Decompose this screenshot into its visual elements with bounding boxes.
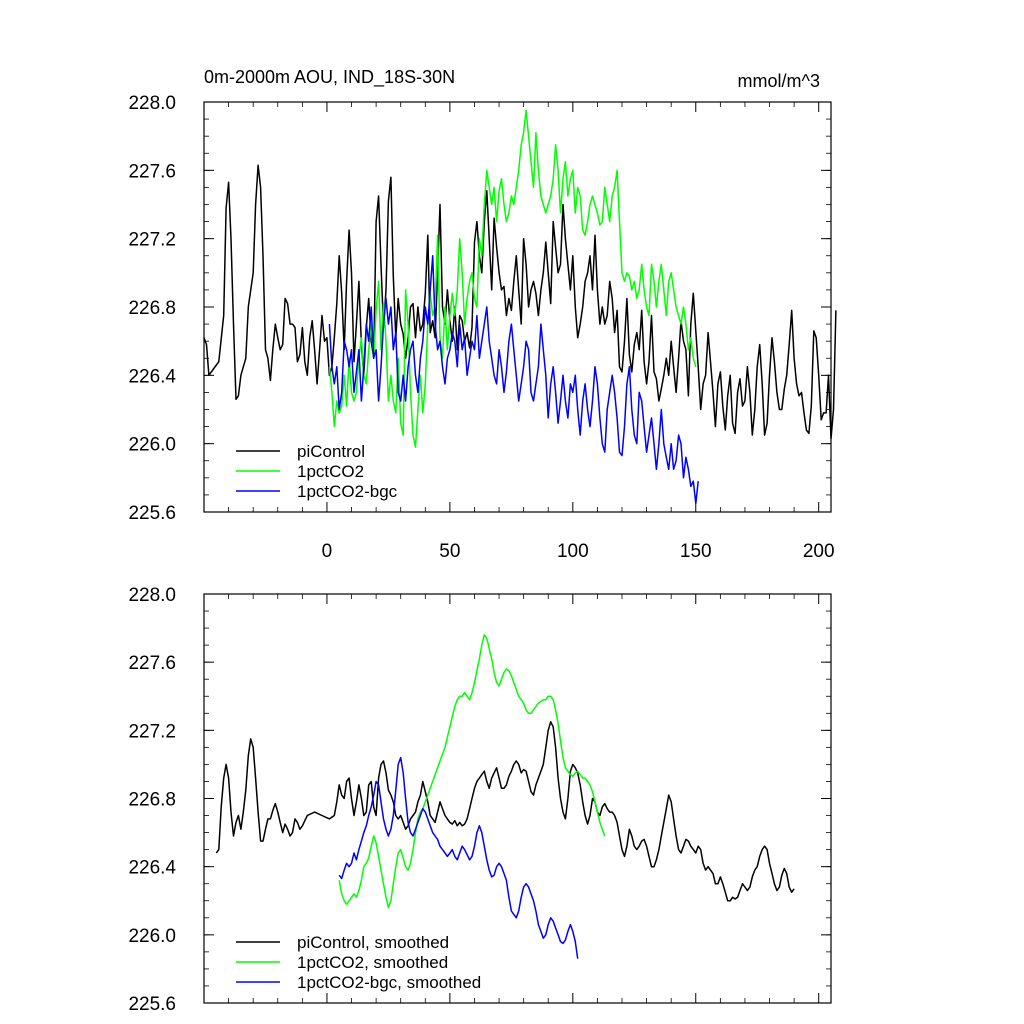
bottom-legend: piControl, smoothed 1pctCO2, smoothed 1p… <box>236 933 481 992</box>
y-tick-label: 227.2 <box>128 230 176 251</box>
y-tick-label: 226.8 <box>128 298 176 319</box>
bottom-panel: 225.6 226.0 226.4 226.8 227.2 227.6 228.0 piCo… <box>128 585 832 1015</box>
legend-label-1pctco2: 1pctCO2 <box>297 462 364 481</box>
y-tick-label: 225.6 <box>128 503 176 524</box>
legend-label-picontrol-smoothed: piControl, smoothed <box>297 933 449 952</box>
series-line-1pctco2-smoothed <box>338 634 606 909</box>
x-tick-label: 50 <box>439 541 460 562</box>
legend-label-1pctco2-bgc: 1pctCO2-bgc <box>297 482 398 501</box>
series-line-picontrol <box>203 164 837 440</box>
y-tick-label: 227.2 <box>128 721 176 742</box>
y-tick-label: 226.4 <box>128 366 176 387</box>
series-line-picontrol-smoothed <box>215 721 795 902</box>
series-line-1pctco2-bgc-smoothed <box>338 756 579 959</box>
top-plot-area: 225.6 226.0 226.4 226.8 227.2 227.6 228.0 0 50 10… <box>128 93 837 562</box>
y-tick-label: 226.0 <box>128 435 176 456</box>
x-tick-label: 150 <box>680 541 712 562</box>
units-label: mmol/m^3 <box>738 71 820 91</box>
top-panel: 0m-2000m AOU, IND_18S-30N mmol/m^3 225.6… <box>128 67 837 562</box>
y-tick-label: 227.6 <box>128 653 176 674</box>
y-tick-label: 228.0 <box>128 585 176 606</box>
legend-label-1pctco2-bgc-smoothed: 1pctCO2-bgc, smoothed <box>297 973 481 992</box>
y-tick-label: 227.6 <box>128 161 176 182</box>
x-tick-label: 100 <box>557 541 589 562</box>
y-tick-label: 228.0 <box>128 93 176 114</box>
chart-title: 0m-2000m AOU, IND_18S-30N <box>204 67 455 88</box>
bottom-plot-area: 225.6 226.0 226.4 226.8 227.2 227.6 228.0 <box>128 585 832 1015</box>
y-tick-label: 226.0 <box>128 926 176 947</box>
series-line-1pctco2-bgc <box>328 255 699 505</box>
top-legend: piControl 1pctCO2 1pctCO2-bgc <box>236 442 398 501</box>
x-tick-label: 0 <box>322 541 333 562</box>
legend-label-1pctco2-smoothed: 1pctCO2, smoothed <box>297 953 448 972</box>
x-tick-label: 200 <box>803 541 835 562</box>
series-line-1pctco2 <box>328 109 697 448</box>
y-tick-label: 226.8 <box>128 790 176 811</box>
y-tick-label: 225.6 <box>128 994 176 1015</box>
legend-label-picontrol: piControl <box>297 442 365 461</box>
y-tick-label: 226.4 <box>128 858 176 879</box>
